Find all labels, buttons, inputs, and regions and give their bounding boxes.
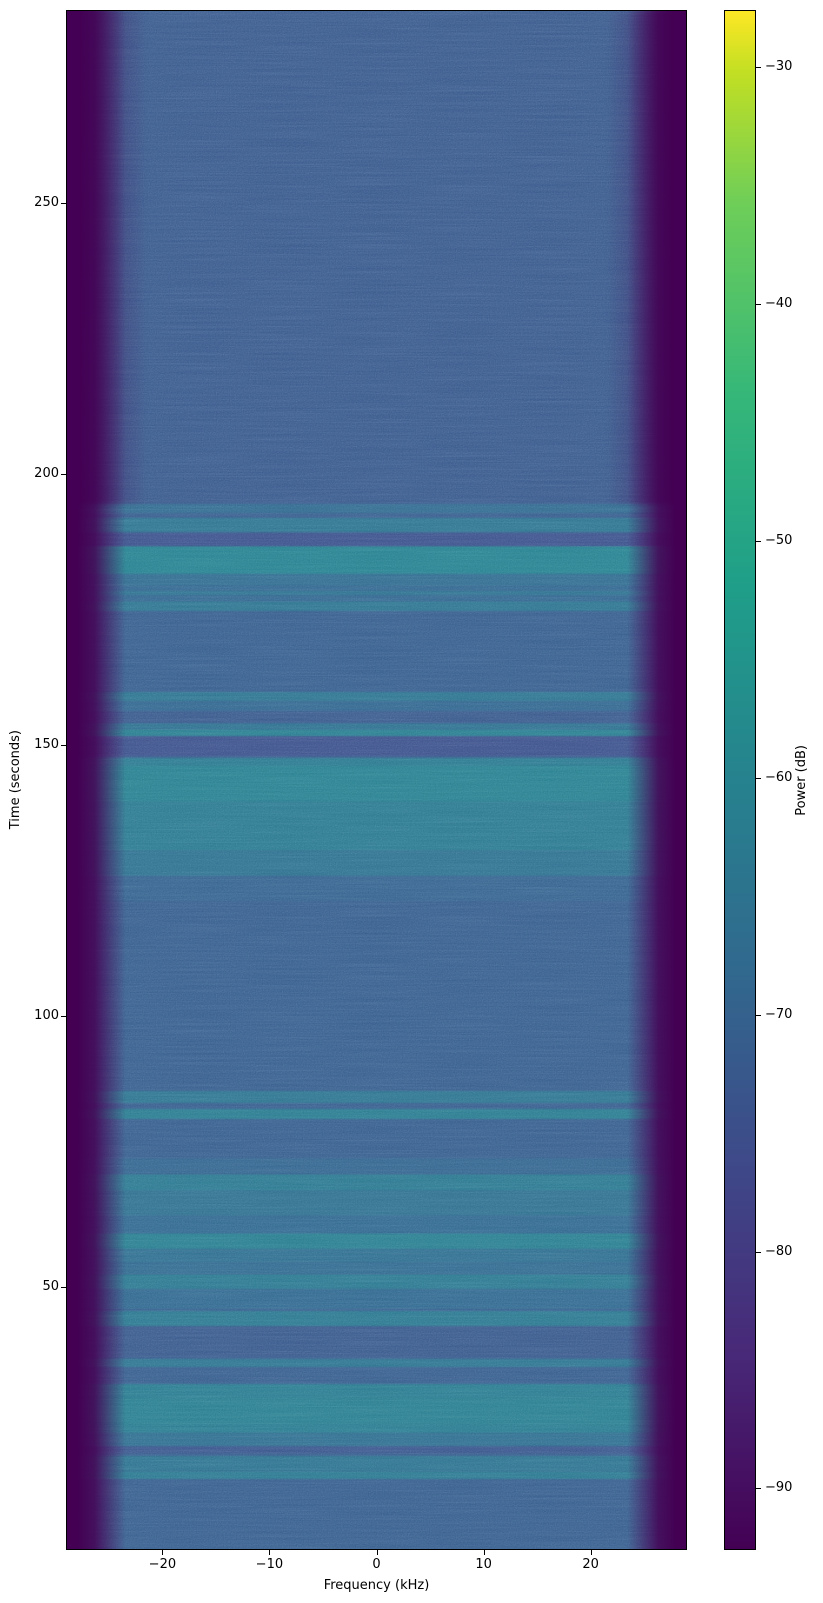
x-tick-mark <box>376 1550 378 1555</box>
colorbar-tick-mark <box>756 1251 761 1253</box>
y-tick-label: 150 <box>34 737 59 752</box>
colorbar <box>724 10 756 1550</box>
colorbar-tick-label: −60 <box>765 769 793 785</box>
right-rolloff-quiet-region <box>67 11 686 505</box>
y-tick-label: 100 <box>34 1008 59 1024</box>
colorbar-label: Power (dB) <box>793 744 809 816</box>
colorbar-tick-mark <box>756 66 761 68</box>
x-tick-label: 20 <box>582 1557 599 1572</box>
colorbar-tick-mark <box>756 303 761 305</box>
x-tick-mark <box>590 1550 592 1555</box>
colorbar-tick-mark <box>756 1014 761 1016</box>
spectrogram-heatmap <box>66 10 687 1550</box>
x-tick-mark <box>269 1550 271 1555</box>
y-tick-mark <box>61 474 66 475</box>
colorbar-tick-label: −70 <box>765 1006 793 1022</box>
y-tick-mark <box>61 745 66 746</box>
colorbar-tick-label: −30 <box>765 58 793 74</box>
colorbar-tick-label: −50 <box>765 532 793 548</box>
colorbar-tick-mark <box>756 1488 761 1490</box>
y-tick-mark <box>61 1016 66 1018</box>
x-axis-label: Frequency (kHz) <box>323 1578 430 1593</box>
x-tick-mark <box>162 1550 164 1555</box>
colorbar-tick-label: −80 <box>765 1243 793 1259</box>
y-axis-label-box: Time (seconds) <box>4 10 26 1550</box>
x-tick-label: −20 <box>148 1557 177 1572</box>
colorbar-tick-mark <box>756 777 761 779</box>
colorbar-label-box: Power (dB) <box>788 10 814 1550</box>
colorbar-tick-label: −40 <box>765 295 793 311</box>
colorbar-tick-mark <box>756 540 761 542</box>
x-tick-label: −10 <box>255 1557 284 1572</box>
x-tick-mark <box>483 1550 485 1555</box>
y-tick-mark <box>61 1287 66 1289</box>
y-tick-label: 50 <box>42 1279 59 1295</box>
y-axis-label: Time (seconds) <box>7 730 23 830</box>
x-tick-label: 0 <box>372 1557 381 1572</box>
x-tick-label: 10 <box>475 1557 492 1572</box>
y-tick-mark <box>61 203 66 204</box>
y-tick-label: 200 <box>34 466 59 481</box>
colorbar-tick-label: −90 <box>765 1480 793 1496</box>
y-tick-label: 250 <box>34 195 59 210</box>
